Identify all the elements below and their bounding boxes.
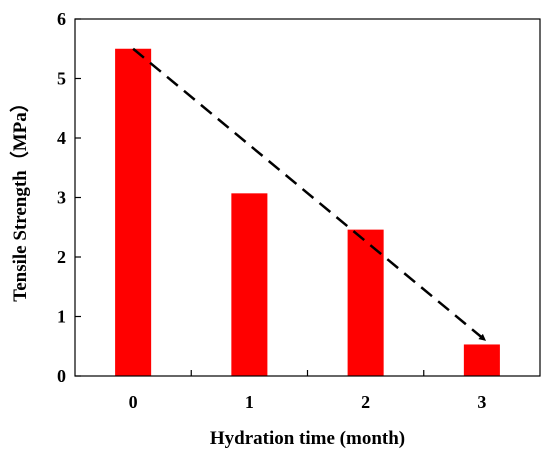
y-tick-label: 1	[57, 307, 66, 327]
y-tick-label: 3	[57, 188, 66, 208]
y-tick-label: 4	[57, 128, 66, 148]
y-tick-label: 6	[57, 9, 66, 29]
y-tick-label: 5	[57, 69, 66, 89]
trend-arrow	[132, 47, 487, 342]
x-tick-label: 3	[477, 392, 486, 412]
x-tick-label: 1	[245, 392, 254, 412]
annotation-layer	[132, 47, 487, 342]
bar-2	[347, 229, 384, 376]
x-tick-label: 0	[129, 392, 138, 412]
x-axis-title: Hydration time (month)	[210, 428, 405, 449]
x-tick-label: 2	[361, 392, 370, 412]
bar-0	[115, 48, 152, 376]
y-tick-label: 2	[57, 247, 66, 267]
bars-layer	[115, 48, 500, 376]
bar-1	[231, 193, 268, 376]
y-axis-title: Tensile Strength（MPa）	[8, 93, 31, 301]
bar-3	[463, 344, 500, 376]
y-tick-label: 0	[57, 366, 66, 386]
axes-layer: 0 1 2 3 4 5 6 0 1 2 3	[57, 9, 541, 412]
